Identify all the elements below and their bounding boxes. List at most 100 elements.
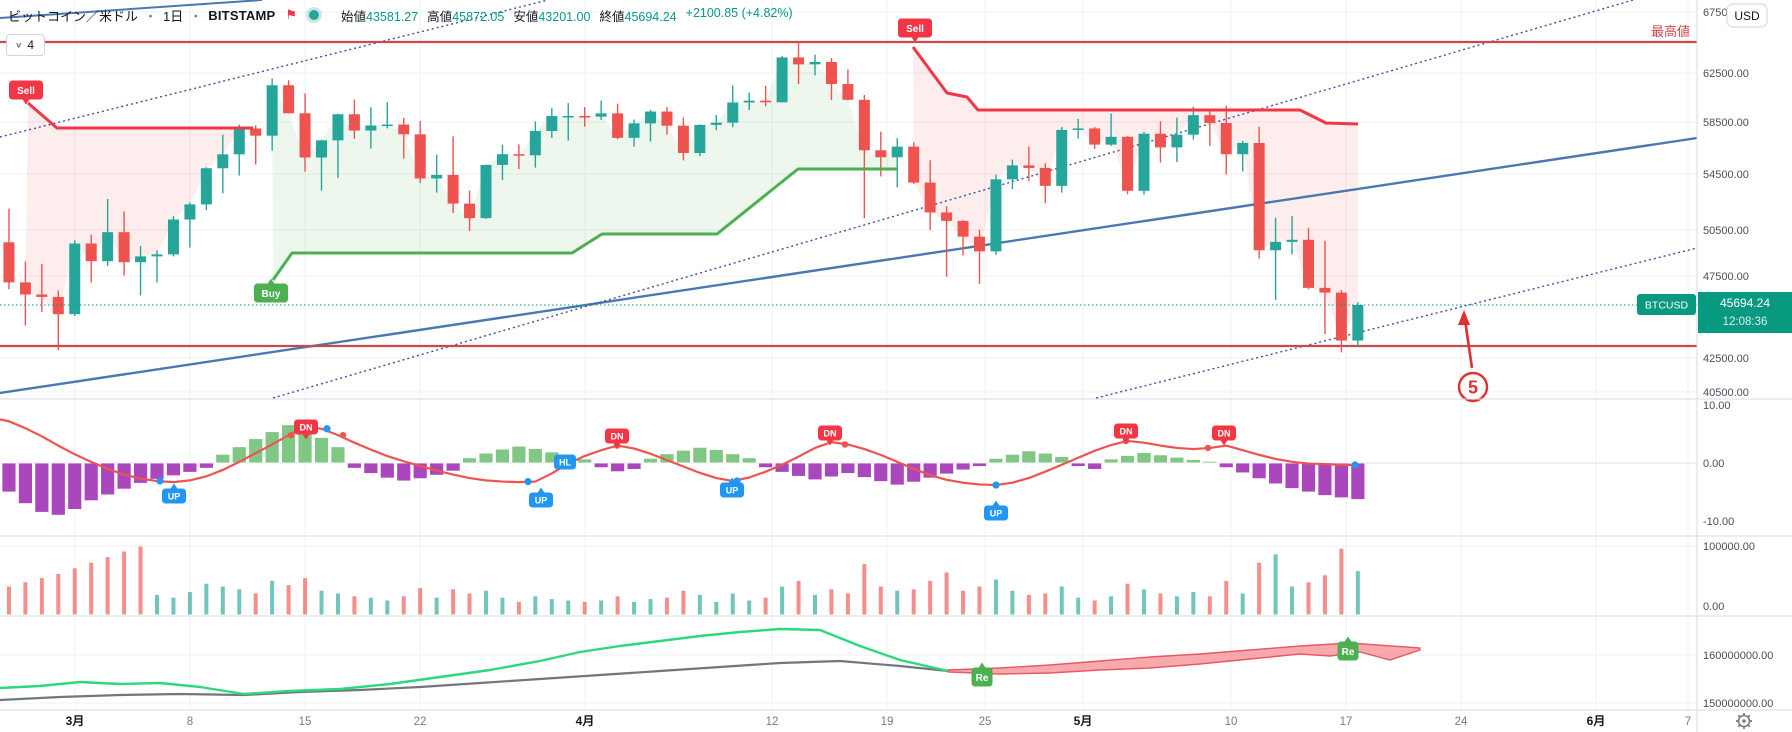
dn-badge: DN	[1212, 425, 1236, 446]
volume-bar	[105, 557, 110, 615]
osc-bar	[198, 462, 214, 469]
open-value: 43581.27	[366, 9, 419, 24]
osc-bar	[445, 462, 461, 472]
candle-body	[151, 254, 163, 257]
candle-body	[496, 154, 508, 165]
high-label: 高値	[427, 9, 453, 24]
separator: ・	[144, 8, 158, 24]
candle-body	[1171, 134, 1183, 148]
trendline-blue-upper	[0, 0, 263, 19]
osc-bar	[593, 462, 609, 469]
badge-tail	[911, 36, 919, 43]
candle-body	[710, 122, 722, 125]
badge-tail	[992, 500, 1000, 507]
candle-body	[1089, 128, 1101, 145]
flag-icon[interactable]: ⚑	[285, 7, 298, 22]
candle-body	[167, 219, 179, 255]
candle-body	[1319, 287, 1331, 293]
time-axis-month-label: 6月	[1587, 714, 1606, 728]
volume-bar	[862, 564, 867, 615]
usd-button-box[interactable]	[1726, 3, 1768, 28]
gear-icon[interactable]	[1736, 713, 1752, 729]
badge-box	[971, 667, 993, 687]
osc-bar	[1153, 454, 1168, 464]
candle-body	[1006, 165, 1018, 180]
bottom-green-line	[0, 627, 949, 696]
volume-bar	[155, 594, 159, 615]
volume-bar	[253, 593, 258, 615]
close-label: 終値	[599, 9, 625, 24]
candle-body	[250, 128, 262, 136]
trail-fill	[25, 103, 256, 315]
volume-bar	[1207, 596, 1212, 615]
candle-body	[579, 115, 591, 118]
osc-bar	[988, 457, 1004, 464]
candle-body	[1023, 165, 1035, 168]
candle-body	[52, 296, 64, 315]
usd-button[interactable]: USD	[1726, 3, 1768, 28]
osc-bar	[231, 446, 247, 464]
osc-bar	[1, 462, 17, 493]
candle-body	[1335, 292, 1347, 341]
candle-body	[102, 232, 114, 262]
price-tag-box	[1698, 292, 1792, 333]
volume-bar	[681, 590, 686, 615]
gear-tooth	[1737, 724, 1741, 728]
badge-tail	[1122, 437, 1130, 444]
price-tag-symbol-box	[1637, 294, 1696, 315]
candle-body	[200, 168, 212, 205]
osc-bar	[527, 448, 543, 464]
indicator-count: 4	[27, 38, 35, 52]
osc-bar	[807, 462, 823, 481]
step-circle	[1457, 371, 1489, 403]
candle-body	[924, 182, 936, 213]
candle-body	[3, 242, 15, 283]
osc-bar	[1021, 450, 1037, 464]
volume-bar	[171, 597, 176, 615]
volume-bar	[1125, 583, 1130, 615]
collapsed-indicators-chip[interactable]: ∨ 4	[6, 34, 46, 56]
close-value: 45694.24	[624, 9, 677, 24]
candle-body	[1138, 133, 1150, 191]
osc-bar	[314, 437, 329, 464]
osc-bar	[1301, 462, 1316, 493]
indicator-fill-layer	[25, 47, 1358, 341]
high-value: 45872.05	[452, 9, 505, 24]
candles-layer	[3, 42, 1364, 353]
volume-bar	[1010, 590, 1015, 615]
osc-bar	[1268, 462, 1283, 485]
candle-body	[447, 174, 459, 204]
gear-tooth	[1737, 714, 1741, 718]
candle-body	[546, 116, 558, 131]
candle-body	[743, 100, 755, 103]
re-badge: Re	[1337, 636, 1359, 661]
symbol-title[interactable]: ビットコイン／米ドル	[8, 8, 139, 24]
osc-bar	[708, 449, 724, 464]
osc-bar	[495, 448, 510, 464]
time-axis-day-label: 24	[1455, 716, 1468, 728]
candle-body	[661, 111, 673, 126]
badge-box	[254, 283, 288, 303]
badge-box	[294, 419, 318, 435]
interval-label[interactable]: 1日	[163, 8, 184, 24]
volume-bar	[451, 589, 456, 615]
volume-bar	[1076, 597, 1081, 615]
candle-body	[628, 123, 640, 138]
osc-red-dot	[1204, 444, 1212, 452]
volume-bar	[977, 586, 982, 615]
osc-bar	[972, 462, 987, 467]
trendline-dotted	[1095, 247, 1698, 399]
osc-blue-dot	[1351, 461, 1359, 469]
badge-tail	[22, 98, 30, 105]
volume-bar	[911, 589, 916, 615]
volume-bar	[401, 596, 406, 615]
osc-bar	[939, 462, 954, 475]
osc-bar	[363, 462, 379, 474]
badge-tail	[613, 442, 621, 449]
osc-bar	[1120, 455, 1135, 464]
time-axis-month-label: 3月	[66, 714, 85, 728]
osc-bar	[1317, 462, 1333, 496]
candle-body	[464, 203, 476, 219]
